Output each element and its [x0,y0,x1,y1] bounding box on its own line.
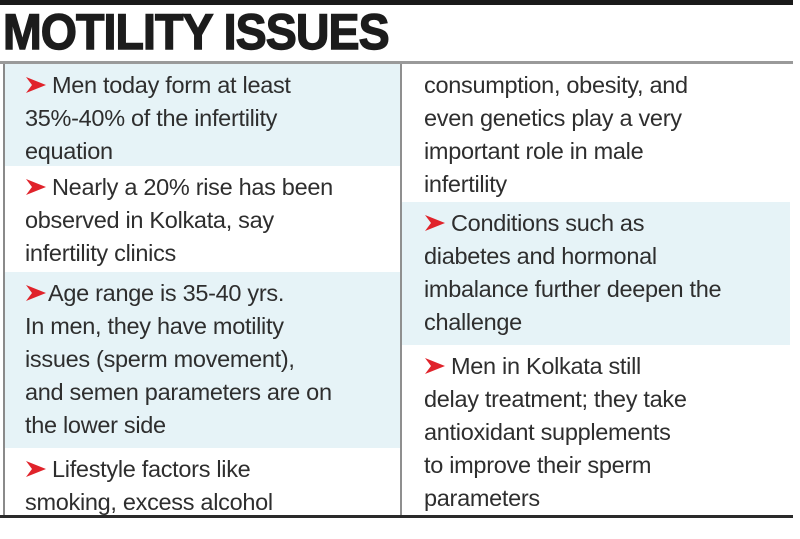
arrow-icon [26,77,46,93]
fact-text: Men today form at least 35%-40% of the i… [25,72,291,164]
fact-text: Nearly a 20% rise has been observed in K… [25,174,333,266]
fact-item-continued: consumption, obesity, and even genetics … [402,64,790,202]
fact-text: Conditions such as diabetes and hormonal… [424,210,722,335]
fact-item: Age range is 35-40 yrs. In men, they hav… [5,272,400,448]
fact-text: Lifestyle factors like smoking, excess a… [25,456,273,515]
fact-item: Men in Kolkata still delay treatment; th… [402,345,790,515]
column-divider [400,64,402,515]
arrow-icon [425,215,445,231]
page-title: MOTILITY ISSUES [2,3,390,60]
arrow-icon [26,179,46,195]
bottom-rule [0,515,793,518]
arrow-icon [26,285,46,301]
fact-item: Nearly a 20% rise has been observed in K… [5,166,400,272]
fact-text: Men in Kolkata still delay treatment; th… [424,353,687,511]
content-panel [3,64,791,516]
fact-text: consumption, obesity, and even genetics … [424,72,688,197]
top-rule [0,0,793,5]
arrow-icon [26,461,46,477]
fact-item: Lifestyle factors like smoking, excess a… [5,448,400,515]
fact-item: Men today form at least 35%-40% of the i… [5,64,400,166]
arrow-icon [425,358,445,374]
fact-item: Conditions such as diabetes and hormonal… [402,202,790,345]
title-divider [0,61,793,64]
fact-text: Age range is 35-40 yrs. In men, they hav… [25,280,332,438]
